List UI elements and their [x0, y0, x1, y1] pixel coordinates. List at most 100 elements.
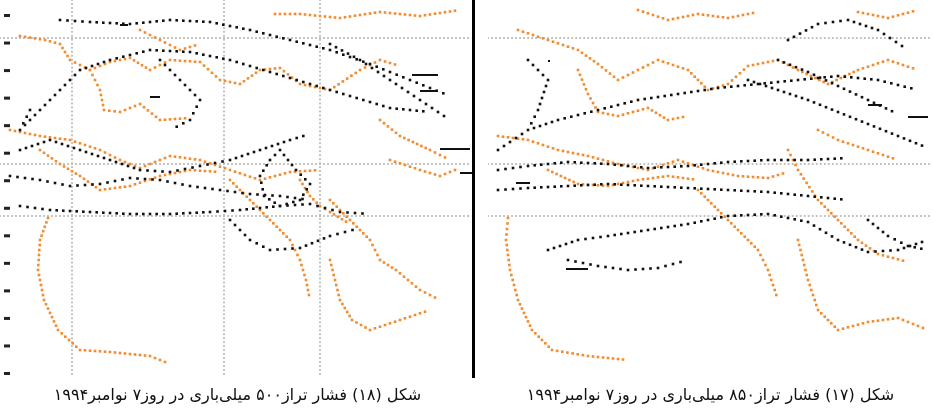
map-dot: [270, 144, 274, 148]
map-dot: [223, 82, 225, 85]
coastline: [546, 168, 695, 188]
map-dot: [319, 257, 321, 260]
map-dot: [515, 163, 517, 165]
isobar-line: [866, 218, 923, 250]
map-dot: [115, 37, 117, 39]
map-dot: [799, 163, 802, 165]
map-dot: [391, 215, 393, 217]
map-dot: [418, 312, 422, 315]
map-dot: [733, 225, 736, 228]
map-dot: [395, 73, 398, 76]
map-dot: [54, 324, 58, 327]
map-dot: [223, 66, 225, 69]
map-dot: [510, 273, 513, 277]
map-dot: [803, 215, 806, 217]
map-dot: [431, 163, 433, 165]
map-dot: [301, 203, 304, 206]
map-dot: [262, 32, 265, 35]
map-dot: [653, 227, 656, 231]
map-dot: [120, 162, 124, 166]
map-dot: [223, 79, 227, 83]
map-dot: [738, 71, 742, 75]
map-dot: [703, 195, 706, 198]
map-dot: [836, 84, 840, 88]
map-dot: [293, 170, 297, 173]
map-dot: [779, 37, 782, 39]
map-dot: [766, 60, 770, 64]
map-dot: [254, 71, 258, 75]
map-dot: [626, 112, 630, 115]
map-dot: [771, 175, 775, 178]
map-dot: [891, 15, 895, 18]
map-dot: [54, 140, 58, 144]
map-dot: [48, 138, 52, 142]
map-dot: [19, 163, 21, 165]
map-dot: [856, 68, 860, 72]
map-dot: [282, 74, 285, 78]
map-dot: [519, 215, 521, 217]
map-dot: [820, 196, 823, 199]
axis-tick: [4, 124, 10, 128]
map-dot: [586, 92, 590, 96]
map-dot: [319, 110, 321, 113]
map-dot: [331, 163, 333, 165]
map-dot: [819, 37, 822, 39]
map-dot: [223, 345, 225, 348]
map-dot: [824, 21, 827, 25]
map-dot: [273, 67, 277, 70]
map-dot: [102, 60, 106, 64]
map-dot: [168, 172, 172, 176]
map-dot: [726, 82, 730, 86]
map-dot: [881, 60, 885, 63]
map-dot: [118, 351, 122, 355]
map-dot: [275, 215, 277, 217]
map-dot: [827, 215, 830, 217]
map-dot: [23, 215, 25, 217]
map-dot: [71, 245, 73, 248]
map-dot: [15, 37, 17, 39]
map-dot: [631, 179, 635, 183]
map-dot: [664, 264, 667, 268]
map-dot: [191, 163, 193, 165]
map-dot: [123, 160, 127, 164]
map-dot: [233, 190, 237, 194]
map-dot: [526, 138, 530, 142]
map-dot: [496, 188, 500, 192]
map-dot: [920, 240, 924, 244]
map-dot: [37, 258, 40, 262]
map-dot: [496, 148, 500, 152]
map-dot: [508, 268, 512, 272]
map-dot: [48, 40, 52, 43]
map-dot: [293, 196, 297, 200]
isobar-line: [496, 182, 843, 201]
map-dot: [95, 211, 98, 214]
map-dot: [202, 53, 205, 56]
map-dot: [842, 87, 846, 91]
map-dot: [81, 20, 84, 23]
map-dot: [71, 369, 73, 371]
map-dot: [589, 97, 592, 100]
map-dot: [751, 63, 755, 67]
map-dot: [900, 37, 902, 39]
map-dot: [891, 157, 895, 160]
map-dot: [311, 215, 313, 217]
map-dot: [639, 215, 642, 217]
map-dot: [726, 218, 730, 222]
map-dot: [83, 143, 87, 147]
map-dot: [812, 101, 816, 104]
map-dot: [583, 215, 586, 217]
map-dot: [860, 241, 864, 245]
map-dot: [398, 134, 402, 138]
map-dot: [226, 189, 229, 193]
map-dot: [223, 70, 225, 73]
map-dot: [103, 215, 105, 217]
map-dot: [388, 158, 392, 162]
map-dot: [22, 122, 25, 125]
map-dot: [242, 27, 245, 30]
map-dot: [96, 154, 100, 158]
map-dot: [382, 261, 386, 264]
map-dot: [626, 268, 630, 272]
map-dot: [881, 318, 885, 322]
map-dot: [394, 82, 398, 86]
map-dot: [135, 22, 138, 25]
